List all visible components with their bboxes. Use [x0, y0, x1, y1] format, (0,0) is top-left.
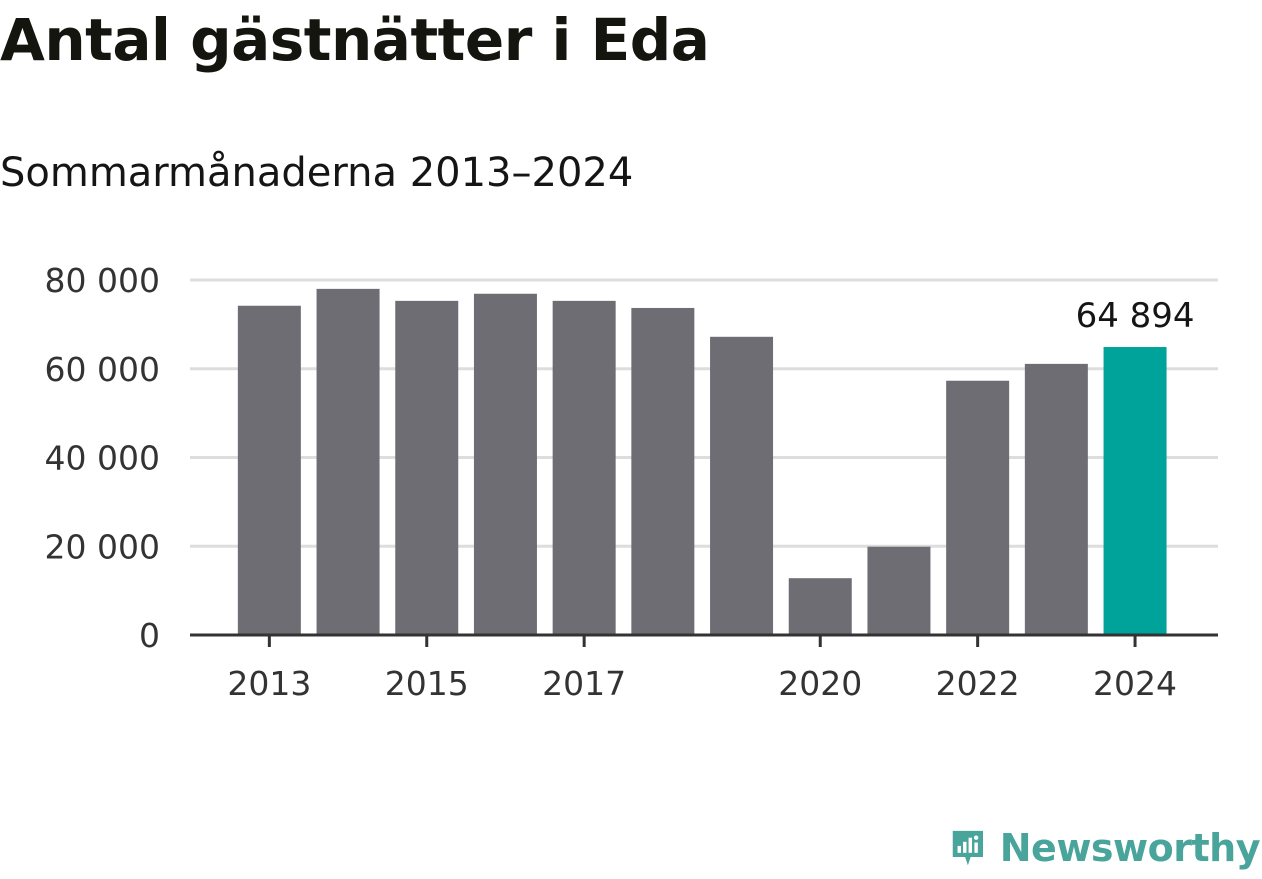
bar-2019: [710, 336, 774, 635]
bar-2022: [946, 380, 1010, 635]
x-tick-label: 2015: [385, 664, 469, 703]
y-tick-label: 0: [139, 616, 160, 655]
bars: [237, 288, 1167, 635]
y-tick-label: 40 000: [45, 439, 160, 478]
bar-2016: [473, 293, 537, 635]
brand-name: Newsworthy: [999, 826, 1261, 870]
x-tick-label: 2013: [227, 664, 311, 703]
bar-2021: [867, 546, 931, 635]
y-axis-tick-labels: 0 20 000 40 000 60 000 80 000: [45, 261, 160, 655]
x-tick-label: 2022: [936, 664, 1020, 703]
bar-2020: [788, 578, 852, 635]
x-tick-label: 2024: [1093, 664, 1177, 703]
y-tick-label: 20 000: [45, 527, 160, 566]
bar-2018: [631, 307, 695, 635]
bar-2023: [1024, 363, 1088, 635]
data-label-2024: 64 894: [1076, 296, 1195, 336]
x-axis-tick-labels: 2013 2015 2017 2020 2022 2024: [227, 664, 1177, 703]
chart-subtitle: Sommarmånaderna 2013–2024: [0, 150, 634, 196]
data-labels: 64 894: [1076, 296, 1195, 336]
x-tick-label: 2020: [778, 664, 862, 703]
newsworthy-brand: Newsworthy: [950, 818, 1261, 878]
newsworthy-logo-icon: [952, 830, 983, 866]
chart-title: Antal gästnätter i Eda: [0, 6, 710, 74]
x-axis: [190, 633, 1218, 647]
bar-2014: [316, 288, 380, 635]
y-tick-label: 60 000: [45, 350, 160, 389]
bar-2017: [552, 300, 616, 635]
bar-2013: [237, 305, 301, 635]
x-tick-label: 2017: [542, 664, 626, 703]
bar-2015: [395, 300, 459, 635]
bar-2024: [1103, 347, 1167, 635]
y-tick-label: 80 000: [45, 261, 160, 300]
